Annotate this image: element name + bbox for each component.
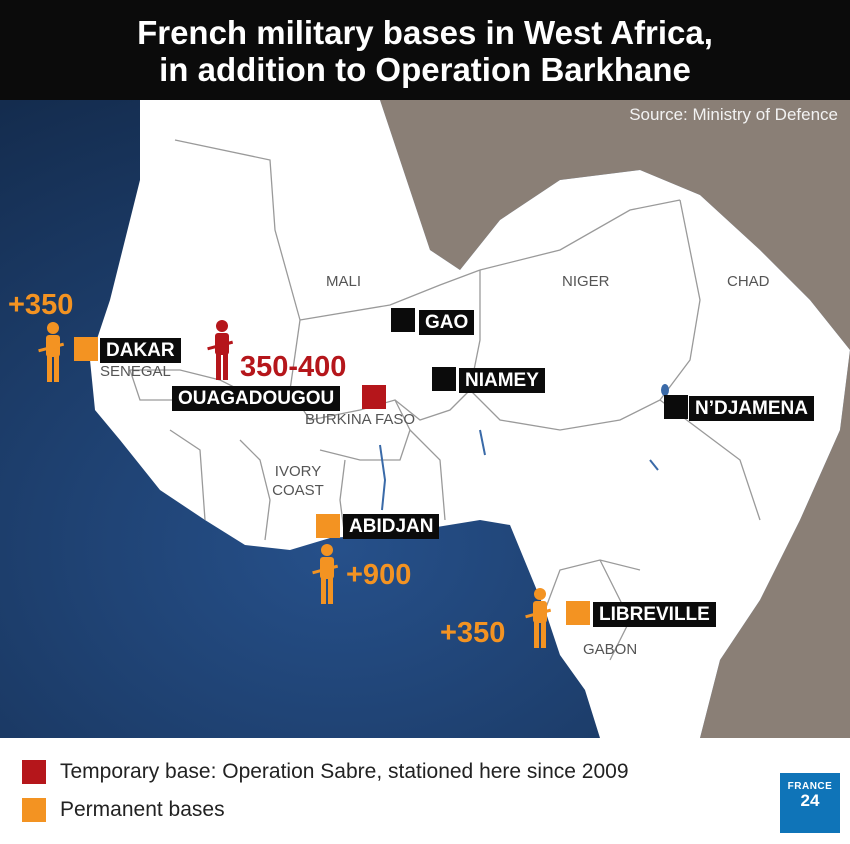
troops-abidjan: +900	[346, 559, 412, 591]
base-label-dakar: DAKAR	[100, 338, 181, 363]
title-bar: French military bases in West Africa, in…	[0, 0, 850, 100]
base-marker-ouagadougou	[362, 385, 386, 409]
base-label-libreville: LIBREVILLE	[593, 602, 716, 627]
troops-dakar: +350	[8, 289, 74, 321]
ivory-coast-line-2: COAST	[272, 482, 324, 499]
lake-chad	[661, 384, 669, 396]
troops-ouagadougou: 350-400	[240, 351, 347, 383]
legend-label-permanent: Permanent bases	[60, 798, 225, 821]
west-africa-land	[90, 100, 850, 738]
ivory-coast-line-1: IVORY	[274, 463, 322, 480]
base-marker-libreville	[566, 601, 590, 625]
country-label-chad: CHAD	[727, 273, 770, 290]
base-marker-abidjan	[316, 514, 340, 538]
source-note: Source: Ministry of Defence	[629, 105, 838, 124]
country-label-niger: NIGER	[562, 273, 610, 290]
logo-text-line-1: FRANCE	[787, 781, 833, 792]
base-label-gao: GAO	[419, 310, 475, 335]
map-area: Source: Ministry of Defence MALI NIGER C…	[0, 100, 850, 738]
country-label-ivory-coast: IVORY COAST	[270, 462, 326, 500]
country-label-gabon: GABON	[583, 641, 638, 658]
soldier-icon	[312, 544, 339, 604]
legend-label-temporary: Temporary base: Operation Sabre, station…	[60, 760, 629, 783]
base-marker-niamey	[432, 367, 456, 391]
legend: Temporary base: Operation Sabre, station…	[0, 738, 850, 844]
troops-libreville: +350	[440, 617, 506, 649]
legend-swatch-temporary	[22, 760, 46, 784]
title-line-2: in addition to Operation Barkhane	[159, 51, 691, 88]
country-label-mali: MALI	[326, 273, 362, 290]
logo-text-line-2: 24	[800, 791, 820, 810]
map-title: French military bases in West Africa, in…	[0, 14, 850, 88]
soldier-icon	[525, 588, 552, 648]
title-line-1: French military bases in West Africa,	[137, 14, 713, 51]
country-label-burkina-faso: BURKINA FASO	[305, 411, 416, 428]
base-label-abidjan: ABIDJAN	[343, 514, 440, 539]
rivers	[379, 429, 659, 511]
base-label-ouagadougou: OUAGADOUGOU	[172, 386, 341, 411]
country-label-senegal: SENEGAL	[100, 363, 171, 380]
base-label-ndjamena: N’DJAMENA	[689, 396, 814, 421]
base-marker-gao	[391, 308, 415, 332]
base-marker-dakar	[74, 337, 98, 361]
france24-logo: FRANCE 24	[780, 773, 840, 833]
soldier-icon	[38, 322, 65, 382]
soldier-icon	[207, 320, 234, 380]
outside-land-north-east	[380, 100, 850, 738]
base-marker-ndjamena	[664, 395, 688, 419]
legend-swatch-permanent	[22, 798, 46, 822]
base-label-niamey: NIAMEY	[459, 368, 545, 393]
